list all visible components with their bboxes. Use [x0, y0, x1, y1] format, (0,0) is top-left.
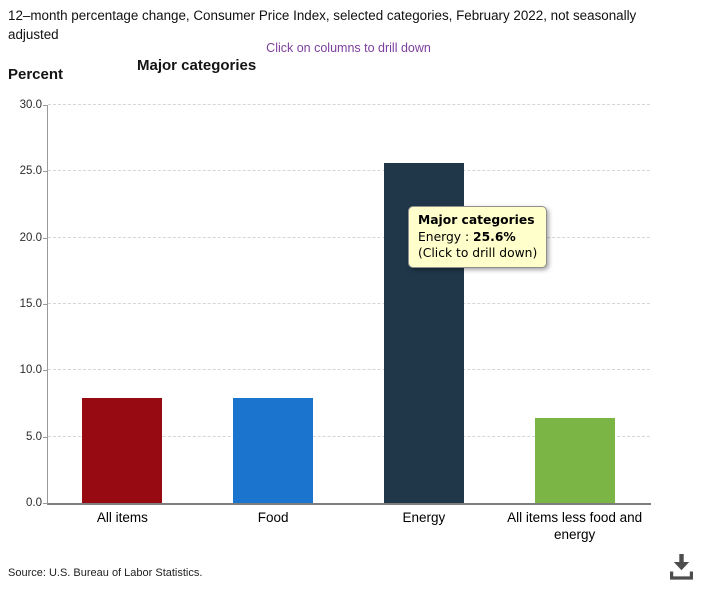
y-tick-mark — [43, 304, 47, 305]
y-tick-mark — [43, 171, 47, 173]
gridline — [48, 104, 650, 105]
y-tick-mark — [43, 503, 47, 504]
gridline — [48, 303, 650, 304]
tooltip-value: 25.6% — [473, 229, 516, 244]
gridline — [48, 236, 650, 238]
gridline — [48, 435, 650, 437]
x-category-label: Energy — [402, 510, 446, 525]
drilldown-hint: Click on columns to drill down — [266, 41, 431, 55]
page-title: 12–month percentage change, Consumer Pri… — [8, 8, 637, 42]
y-tick-mark — [43, 237, 47, 239]
tooltip-series-line: Energy : 25.6% — [418, 229, 516, 244]
tooltip-hint: (Click to drill down) — [418, 246, 538, 260]
bar-all-items-less-food-and-energy[interactable] — [534, 418, 615, 503]
gridline — [48, 170, 650, 172]
gridline — [48, 369, 650, 371]
y-tick-label: 10.0 — [19, 364, 42, 377]
tooltip: Major categories Energy : 25.6% (Click t… — [408, 206, 548, 268]
download-button[interactable] — [664, 549, 698, 583]
plot-area — [47, 105, 651, 505]
y-tick-mark — [43, 436, 47, 438]
y-tick-label: 15.0 — [19, 298, 42, 310]
download-icon — [669, 553, 693, 580]
y-axis-title: Percent — [8, 66, 64, 83]
bar-all-items[interactable] — [82, 398, 163, 503]
chart-title: Major categories — [137, 57, 257, 74]
x-category-label: All items less food and energy — [507, 510, 643, 542]
y-tick-label: 20.0 — [19, 231, 42, 244]
tooltip-title: Major categories — [418, 213, 535, 227]
x-category-label: Food — [257, 510, 289, 525]
y-tick-mark — [43, 370, 47, 372]
y-tick-mark — [43, 105, 47, 106]
x-category-label: All items — [96, 510, 148, 525]
y-tick-label: 0.0 — [26, 497, 42, 509]
y-tick-label: 5.0 — [26, 430, 42, 443]
bar-food[interactable] — [233, 398, 314, 503]
y-tick-label: 30.0 — [19, 99, 42, 111]
source-note: Source: U.S. Bureau of Labor Statistics. — [8, 567, 203, 579]
y-tick-label: 25.0 — [19, 165, 42, 178]
